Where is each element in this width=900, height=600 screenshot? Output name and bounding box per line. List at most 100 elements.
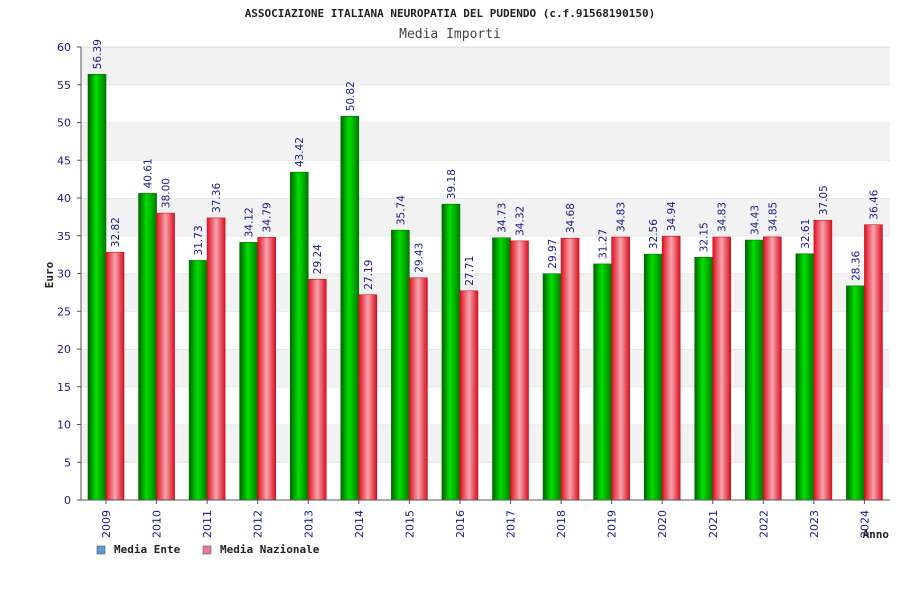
data-label: 34.83 [717, 202, 729, 232]
bar-media-nazionale-2018 [560, 237, 580, 501]
data-label: 32.56 [648, 219, 660, 249]
data-label: 32.82 [110, 217, 122, 247]
bar-media-nazionale-2017 [510, 240, 529, 501]
legend-entry: Media Nazionale [220, 543, 320, 556]
bar-media-ente-2016 [441, 203, 461, 501]
bar-media-nazionale-2012 [257, 237, 276, 501]
bar-media-ente-2018 [542, 273, 562, 501]
x-tick-label: 2022 [757, 510, 770, 538]
x-tick-label: 2014 [353, 510, 366, 538]
bar-media-ente-2012 [239, 242, 258, 501]
bar-media-ente-2022 [745, 239, 764, 501]
y-tick-label: 50 [57, 117, 71, 130]
data-label: 35.74 [395, 195, 407, 225]
y-tick-label: 25 [57, 305, 71, 318]
data-label: 32.15 [699, 222, 711, 252]
data-label: 34.32 [515, 206, 527, 236]
y-tick-label: 20 [57, 343, 71, 356]
chart-subtitle: Media Importi [399, 27, 501, 42]
x-axis-label: Anno [863, 528, 890, 541]
bars [87, 73, 883, 501]
data-label: 34.43 [749, 205, 761, 235]
bar-media-ente-2015 [391, 229, 410, 501]
bar-media-ente-2021 [694, 256, 714, 501]
data-label: 56.39 [92, 39, 104, 69]
bar-media-nazionale-2009 [105, 251, 125, 501]
bar-media-ente-2011 [188, 260, 208, 501]
x-tick-label: 2009 [100, 510, 113, 538]
y-tick-label: 0 [64, 494, 71, 507]
x-tick-label: 2019 [606, 510, 619, 538]
y-tick-label: 35 [57, 230, 71, 243]
y-tick-label: 40 [57, 192, 71, 205]
legend-entry: Media Ente [114, 543, 181, 556]
data-label: 28.36 [850, 251, 862, 281]
x-tick-label: 2015 [403, 510, 416, 538]
x-tick-label: 2013 [302, 510, 315, 538]
data-label: 29.43 [413, 243, 425, 273]
bar-media-ente-2009 [87, 73, 107, 501]
data-label: 34.85 [767, 202, 779, 232]
bar-media-nazionale-2020 [661, 235, 681, 501]
bar-media-ente-2017 [492, 237, 511, 501]
x-tick-label: 2020 [656, 510, 669, 538]
y-tick-label: 45 [57, 154, 71, 167]
x-tick-label: 2010 [151, 510, 164, 538]
bar-media-nazionale-2024 [864, 224, 883, 501]
data-label: 29.97 [547, 239, 559, 269]
data-label: 27.71 [464, 256, 476, 286]
y-tick-label: 5 [64, 456, 71, 469]
bar-media-nazionale-2019 [611, 236, 630, 501]
data-label: 27.19 [363, 260, 375, 290]
x-tick-label: 2024 [858, 510, 871, 538]
bar-media-nazionale-2013 [307, 278, 327, 501]
grid-band [81, 160, 890, 198]
x-tick-label: 2023 [808, 510, 821, 538]
data-label: 31.27 [598, 229, 610, 259]
y-tick-label: 10 [57, 419, 71, 432]
x-tick-label: 2018 [555, 510, 568, 538]
data-label: 37.36 [211, 183, 223, 213]
bar-media-ente-2010 [138, 193, 157, 501]
bar-media-ente-2023 [795, 253, 815, 501]
legend-swatch [96, 545, 106, 555]
bar-media-nazionale-2023 [813, 219, 833, 501]
data-label: 40.61 [143, 158, 155, 188]
y-tick-label: 55 [57, 79, 71, 92]
data-label: 50.82 [345, 81, 357, 111]
data-label: 36.46 [868, 189, 880, 219]
data-label: 34.68 [565, 203, 577, 233]
y-axis-ticks: 0 5 10 15 20 25 30 35 40 45 50 55 60 [57, 41, 81, 507]
data-label: 43.42 [294, 137, 306, 167]
bar-media-ente-2019 [593, 263, 612, 501]
y-axis-label: Euro [43, 261, 56, 288]
legend: Media Ente Media Nazionale [96, 543, 320, 556]
data-label: 37.05 [818, 185, 830, 215]
bar-media-nazionale-2022 [763, 236, 782, 501]
bar-media-nazionale-2010 [156, 212, 175, 501]
y-tick-label: 60 [57, 41, 71, 54]
data-label: 32.61 [800, 219, 812, 249]
bar-media-nazionale-2014 [358, 294, 378, 501]
x-axis-ticks: 2009 2010 2011 2012 2013 2014 2015 2016 2017 2018… [100, 500, 871, 538]
data-label: 38.00 [161, 178, 173, 208]
chart-title: ASSOCIAZIONE ITALIANA NEUROPATIA DEL PUD… [245, 7, 656, 20]
x-tick-label: 2021 [707, 510, 720, 538]
data-label: 34.94 [666, 201, 678, 231]
bar-media-nazionale-2021 [712, 236, 732, 501]
x-tick-label: 2011 [201, 510, 214, 538]
bar-media-ente-2020 [643, 253, 663, 501]
x-tick-label: 2012 [252, 510, 265, 538]
bar-media-nazionale-2011 [206, 217, 226, 501]
data-labels: 56.39 32.82 40.61 38.00 31.73 37.36 34.12 34.79… [92, 39, 880, 290]
bar-media-ente-2014 [340, 116, 360, 501]
bar-media-ente-2013 [289, 171, 309, 501]
grid-band [81, 84, 890, 123]
bar-media-nazionale-2016 [459, 290, 479, 501]
bar-media-nazionale-2015 [409, 277, 428, 501]
y-tick-label: 15 [57, 381, 71, 394]
data-label: 39.18 [446, 169, 458, 199]
x-tick-label: 2017 [505, 510, 518, 538]
y-tick-label: 30 [57, 268, 71, 281]
